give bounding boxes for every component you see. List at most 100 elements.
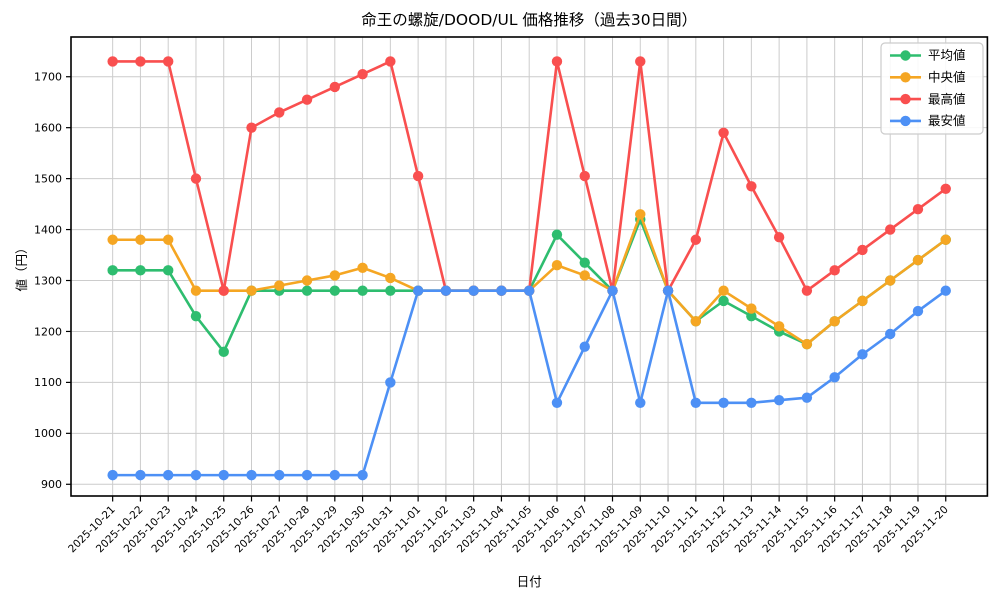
data-point <box>635 397 646 408</box>
data-point <box>274 280 285 291</box>
data-point <box>190 469 202 481</box>
data-point <box>246 122 257 133</box>
data-point <box>301 469 313 481</box>
y-tick-label: 1000 <box>34 427 62 440</box>
data-point <box>773 395 785 406</box>
y-tick-label: 900 <box>41 478 62 491</box>
legend-marker <box>900 93 911 105</box>
data-point <box>274 469 285 481</box>
data-point <box>579 257 590 268</box>
data-point <box>385 285 396 296</box>
data-point <box>940 234 951 245</box>
legend-item-最安値: 最安値 <box>890 113 966 128</box>
data-point <box>162 265 174 276</box>
data-point <box>218 285 229 296</box>
data-point <box>746 397 757 408</box>
data-point <box>301 285 313 296</box>
legend-label: 最安値 <box>928 113 966 128</box>
x-axis-label: 日付 <box>517 574 542 589</box>
data-point <box>135 469 146 481</box>
data-point <box>829 265 840 276</box>
data-point <box>301 94 313 105</box>
data-point <box>718 127 729 138</box>
data-point <box>107 469 118 481</box>
y-tick-label: 1400 <box>34 223 62 236</box>
data-point <box>857 295 868 307</box>
data-point <box>385 377 396 388</box>
data-point <box>829 316 840 327</box>
data-point <box>329 270 341 281</box>
data-point <box>135 56 146 67</box>
y-axis-label: 値（円） <box>14 241 29 291</box>
data-point <box>274 107 285 118</box>
data-point <box>357 262 368 273</box>
data-point <box>329 81 341 93</box>
data-point <box>746 310 757 322</box>
data-point <box>773 321 785 332</box>
data-point <box>162 234 174 245</box>
data-point <box>551 397 563 408</box>
data-point <box>440 285 452 296</box>
legend-box <box>880 42 984 135</box>
y-tick-label: 1300 <box>34 274 62 287</box>
legend-marker <box>900 72 911 83</box>
data-point <box>718 285 729 296</box>
data-point <box>662 285 674 296</box>
data-point <box>801 392 813 403</box>
data-point <box>885 224 896 235</box>
data-series <box>107 56 951 481</box>
y-tick-label: 1100 <box>34 376 62 389</box>
data-point <box>329 469 341 481</box>
data-point <box>107 265 118 276</box>
data-point <box>190 173 202 184</box>
data-point <box>496 285 507 296</box>
data-point <box>857 349 868 360</box>
data-point <box>357 68 368 80</box>
data-point <box>385 272 396 284</box>
data-point <box>690 397 702 408</box>
data-point <box>912 254 924 266</box>
data-point <box>579 341 590 352</box>
data-point <box>246 469 257 481</box>
legend-marker <box>900 115 911 127</box>
data-point <box>690 316 702 327</box>
data-point <box>885 328 896 340</box>
data-point <box>773 232 785 243</box>
data-point <box>107 56 118 67</box>
legend-label: 平均値 <box>928 48 966 63</box>
data-point <box>301 275 313 286</box>
data-point <box>829 372 840 383</box>
x-axis-tick-labels: 2025-10-212025-10-222025-10-232025-10-24… <box>66 503 951 555</box>
data-point <box>135 234 146 245</box>
data-point <box>135 265 146 276</box>
data-point <box>690 234 702 245</box>
data-point <box>718 295 729 307</box>
data-point <box>635 56 646 67</box>
data-point <box>468 285 479 296</box>
y-tick-label: 1200 <box>34 325 62 338</box>
series-最安値 <box>107 285 951 481</box>
data-point <box>885 275 896 286</box>
data-point <box>718 397 729 408</box>
legend-label: 最高値 <box>928 91 966 106</box>
data-point <box>524 285 535 296</box>
data-point <box>551 56 563 67</box>
data-point <box>412 285 424 296</box>
data-point <box>940 285 951 296</box>
legend-item-平均値: 平均値 <box>890 48 966 63</box>
data-point <box>190 285 202 296</box>
data-point <box>579 170 590 182</box>
y-tick-label: 1700 <box>34 71 62 84</box>
legend-marker <box>900 50 911 61</box>
data-point <box>412 170 424 182</box>
data-point <box>385 56 396 67</box>
data-point <box>162 469 174 481</box>
grid-lines <box>71 37 988 496</box>
data-point <box>329 285 341 296</box>
data-point <box>746 303 757 314</box>
data-point <box>357 469 368 481</box>
data-point <box>912 203 924 215</box>
